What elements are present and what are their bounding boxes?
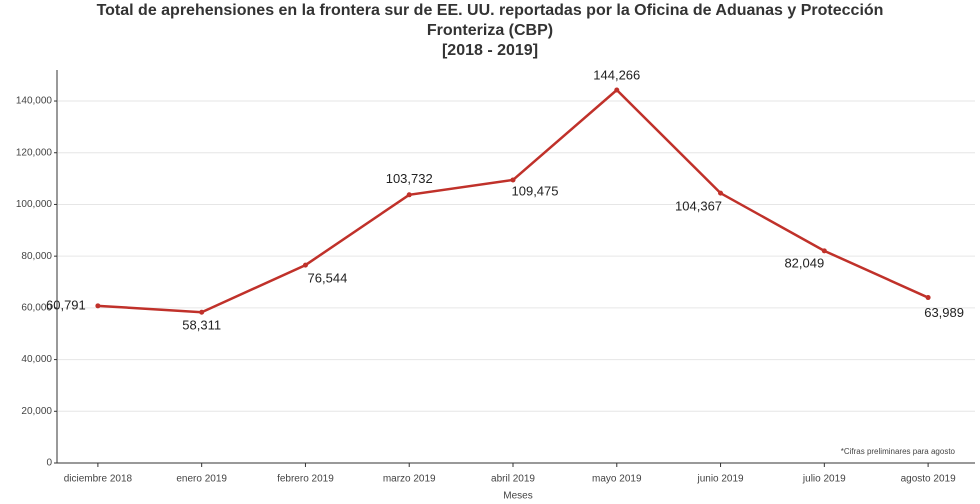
y-tick-label: 60,000 [21, 303, 52, 314]
y-tick-label: 100,000 [16, 199, 53, 210]
point [95, 303, 101, 309]
x-axis-title: Meses [503, 491, 532, 502]
y-tick-label: 120,000 [16, 147, 53, 158]
line [97, 88, 929, 314]
data-label: 63,989 [924, 305, 964, 320]
point [302, 262, 308, 268]
x-tick-label: marzo 2019 [383, 474, 436, 485]
point [718, 190, 724, 196]
x-tick-label: enero 2019 [176, 474, 227, 485]
point [510, 177, 516, 183]
point [925, 295, 931, 301]
chart-title: [2018 - 2019] [442, 42, 538, 59]
chart-title: Fronteriza (CBP) [427, 22, 553, 39]
chart-title: Total de aprehensiones en la frontera su… [97, 2, 884, 19]
x-tick-label: julio 2019 [802, 474, 846, 485]
x-tick-label: mayo 2019 [592, 474, 642, 485]
x-tick-label: diciembre 2018 [64, 474, 133, 485]
y-tick-label: 40,000 [21, 354, 52, 365]
data-label: 58,311 [182, 318, 221, 333]
point [406, 192, 412, 198]
y-tick-label: 80,000 [21, 251, 52, 262]
data-label: 109,475 [512, 183, 559, 198]
y-tick-label: 140,000 [16, 96, 53, 107]
annotation: *Cifras preliminares para agosto [841, 447, 956, 456]
data-label: 76,544 [308, 271, 348, 286]
point [614, 87, 620, 93]
data-label: 104,367 [675, 199, 722, 214]
data-label: 103,732 [386, 171, 433, 186]
data-label: 60,791 [46, 297, 86, 312]
y-tick-label: 0 [46, 458, 52, 469]
y-tick-label: 20,000 [21, 406, 52, 417]
data-label: 144,266 [593, 67, 640, 82]
x-tick-label: febrero 2019 [277, 474, 334, 485]
point [821, 248, 827, 254]
x-tick-label: abril 2019 [491, 474, 535, 485]
x-tick-label: agosto 2019 [901, 474, 956, 485]
x-tick-label: junio 2019 [696, 474, 744, 485]
point [199, 309, 205, 315]
data-label: 82,049 [784, 255, 824, 270]
